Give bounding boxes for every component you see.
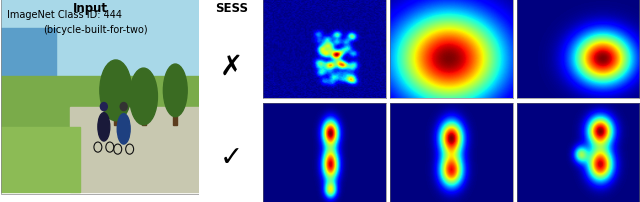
Ellipse shape xyxy=(98,113,110,141)
Bar xyxy=(70,107,199,192)
Ellipse shape xyxy=(130,69,157,125)
Ellipse shape xyxy=(100,103,108,111)
Text: SESS: SESS xyxy=(214,2,248,15)
Ellipse shape xyxy=(163,65,187,117)
Bar xyxy=(114,89,118,125)
Text: Input: Input xyxy=(72,2,108,15)
Text: ✓: ✓ xyxy=(220,143,243,171)
Ellipse shape xyxy=(120,103,127,111)
Bar xyxy=(1,0,199,91)
Ellipse shape xyxy=(117,114,130,144)
Bar xyxy=(1,127,80,192)
Ellipse shape xyxy=(100,61,132,121)
Text: ✗: ✗ xyxy=(220,53,243,81)
Text: (bicycle-built-for-two): (bicycle-built-for-two) xyxy=(44,24,148,34)
Bar xyxy=(141,89,145,125)
Bar xyxy=(1,28,56,85)
Bar xyxy=(1,77,199,161)
Bar xyxy=(173,89,177,125)
Text: ImageNet Class ID: 444: ImageNet Class ID: 444 xyxy=(6,10,122,20)
